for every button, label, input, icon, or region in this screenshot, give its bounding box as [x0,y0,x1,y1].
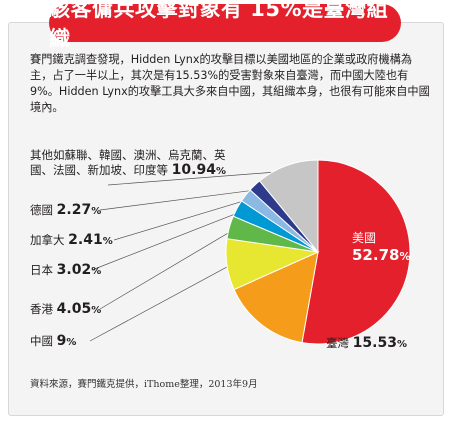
leader-line-hongkong [99,228,236,310]
intro-paragraph: 賽門鐵克調查發現，Hidden Lynx的攻擊目標以美國地區的企業或政府機構為主… [30,53,430,114]
label-other-value: 10.94 [171,162,216,178]
label-hongkong-value: 4.05 [56,301,92,317]
source-note: 資料來源，賽門鐵克提供，iThome整理，2013年9月 [30,379,258,390]
label-taiwan-unit: % [396,339,407,350]
label-china-unit: % [66,337,77,348]
label-hongkong-name: 香港 [30,302,53,316]
pie-slice-usa [301,159,411,345]
label-canada-unit: % [102,236,113,247]
label-canada-value: 2.41 [68,232,103,248]
label-germany-name: 德國 [30,203,53,217]
label-japan: 日本 3.02% [30,262,101,278]
label-usa: 美國 52.78% [352,230,410,265]
leader-line-china [89,263,233,342]
label-taiwan-value: 15.53 [352,335,397,351]
label-germany-value: 2.27 [56,202,92,218]
label-japan-value: 3.02 [56,262,92,278]
label-taiwan: 臺灣 15.53% [326,335,407,351]
leader-line-germany [99,189,259,211]
label-germany-unit: % [91,206,102,217]
leader-line-other [107,170,290,186]
pie-slice-taiwan [233,251,319,344]
label-china-value: 9 [56,333,67,349]
label-hongkong-unit: % [91,305,102,316]
label-china: 中國 9% [30,333,76,349]
label-canada-name: 加拿大 [30,233,65,247]
label-china-name: 中國 [30,334,53,348]
leader-line-japan [91,210,243,271]
label-usa-name: 美國 [352,231,377,245]
leader-line-canada [113,198,251,241]
label-taiwan-name: 臺灣 [326,336,349,350]
label-other: 其他如蘇聯、韓國、澳洲、烏克蘭、英國、法國、新加坡、印度等 10.94% [30,148,230,179]
label-hongkong: 香港 4.05% [30,301,101,317]
label-usa-value: 52.78 [352,246,400,264]
label-canada: 加拿大 2.41% [30,232,113,248]
label-other-unit: % [215,166,226,177]
pie-slices [225,159,411,345]
label-germany: 德國 2.27% [30,202,101,218]
label-japan-name: 日本 [30,263,53,277]
leader-lines [89,170,323,343]
intro-text: 賽門鐵克調查發現，Hidden Lynx的攻擊目標以美國地區的企業或政府機構為主… [30,52,430,116]
label-usa-unit: % [399,250,411,263]
label-other-name: 其他如蘇聯、韓國、澳洲、烏克蘭、英國、法國、新加坡、印度等 [30,148,226,177]
label-japan-unit: % [91,266,102,277]
pie-slice-other [258,159,319,254]
